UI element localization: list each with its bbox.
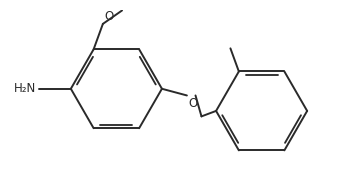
Text: O: O	[104, 10, 113, 23]
Text: H₂N: H₂N	[13, 82, 36, 95]
Text: O: O	[188, 97, 197, 110]
